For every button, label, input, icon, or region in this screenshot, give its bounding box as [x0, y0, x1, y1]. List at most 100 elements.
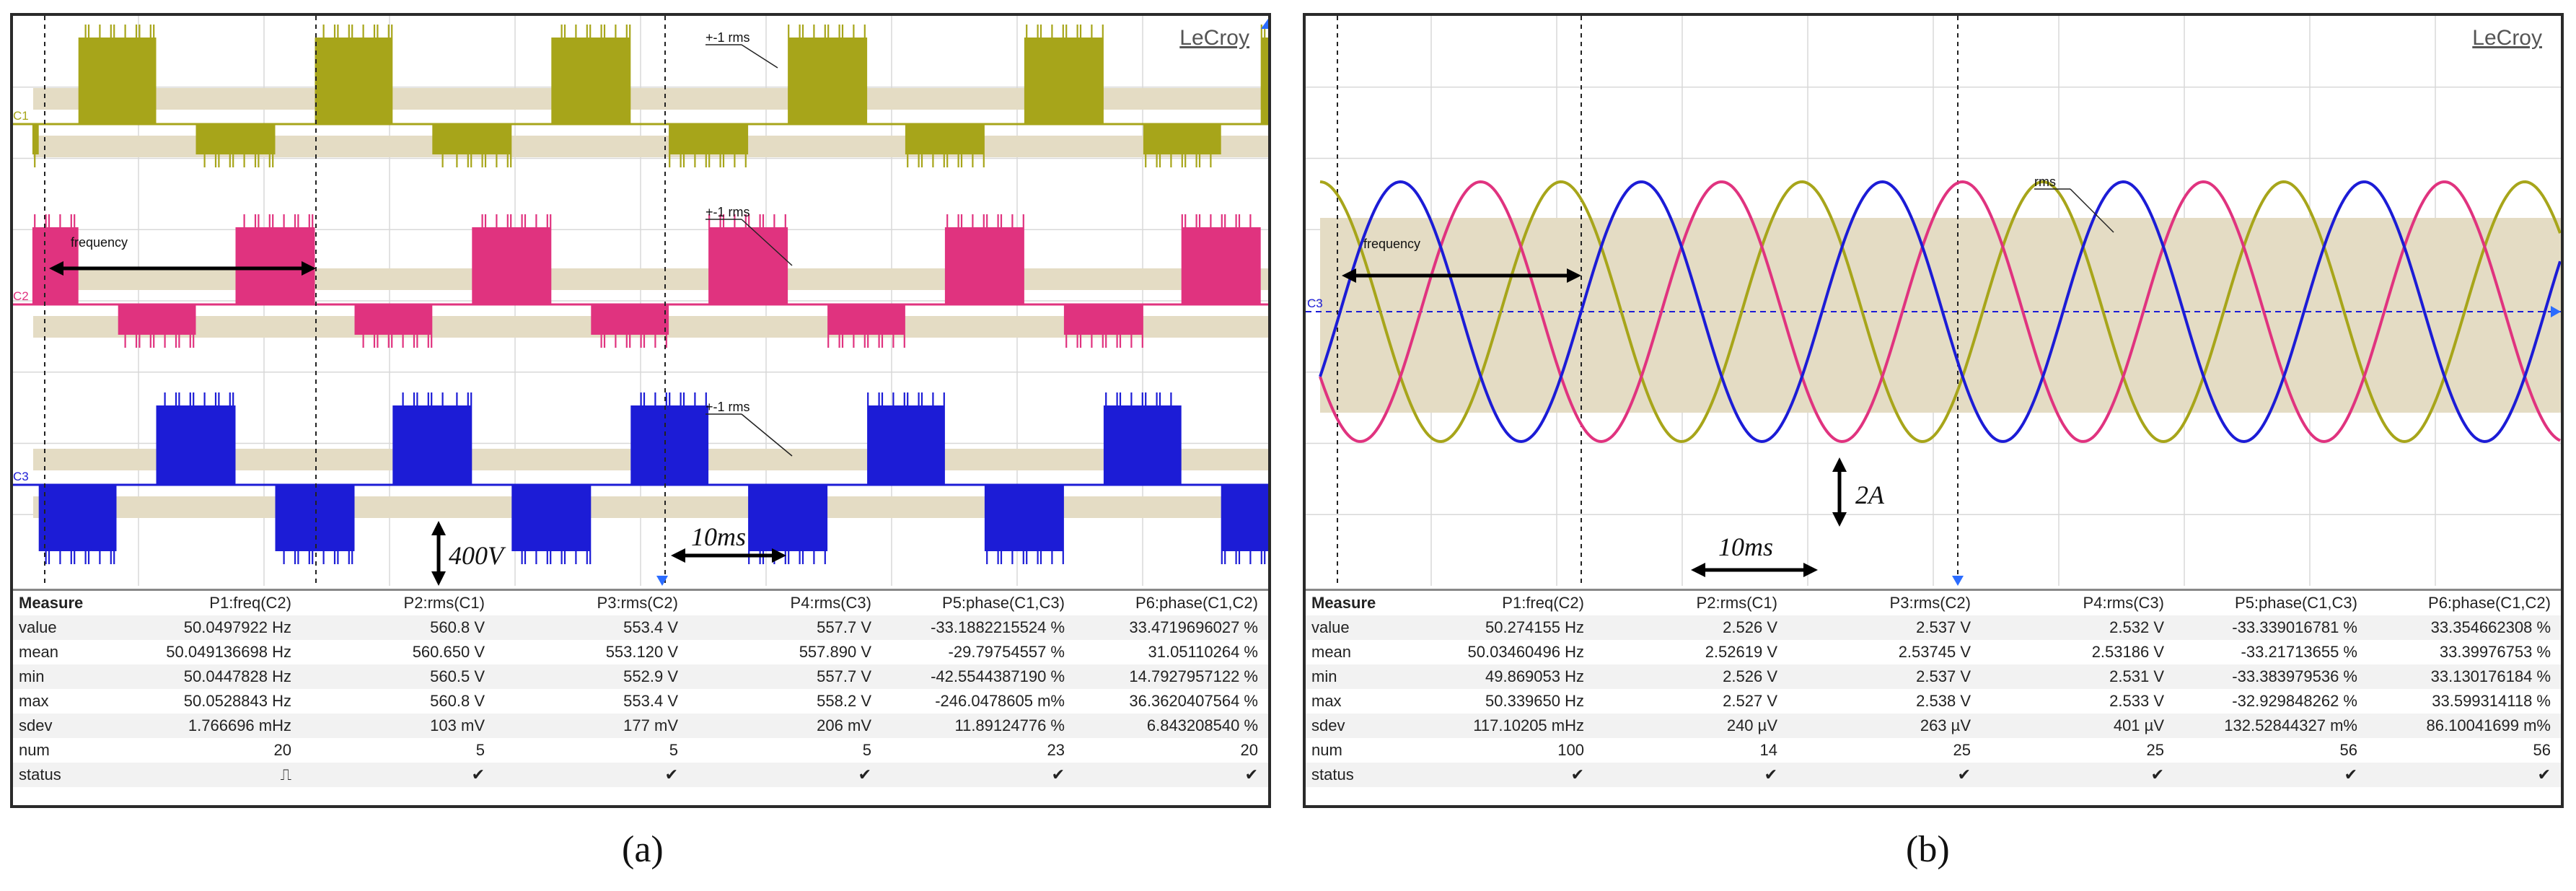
measure-cell: 50.274155 Hz — [1401, 615, 1594, 640]
rms-leader — [741, 44, 778, 69]
offset-marker — [1261, 19, 1268, 29]
rms-band — [1320, 218, 2561, 413]
rms-label: +-1 rms — [705, 30, 750, 45]
measure-row-mean: mean 50.03460496 Hz 2.52619 V 2.53745 V 2.53… — [1306, 640, 2561, 664]
frequency-label: frequency — [71, 235, 128, 250]
measure-cell: 25 — [1953, 741, 1971, 759]
measure-cell: 33.39976753 % — [2439, 643, 2551, 661]
time-scale-label: 10ms — [691, 522, 746, 551]
measure-cell: 2.526 V — [1594, 664, 1788, 689]
rms-band — [33, 496, 1268, 518]
measure-cell: 50.0497922 Hz — [108, 615, 302, 640]
measure-cell: 2.52619 V — [1705, 643, 1777, 661]
time-scale-arrow-head-right — [772, 548, 786, 563]
measure-cell: 33.599314118 % — [2432, 692, 2551, 710]
measure-cell: ✔ — [1788, 763, 1981, 787]
measure-row-num: num 20 5 5 5 23 20 — [13, 738, 1268, 763]
measure-cell: -42.5544387190 % — [882, 664, 1075, 689]
lecroy-logo: LeCroy — [1179, 26, 1249, 50]
measure-cell: 560.650 V — [412, 643, 485, 661]
measure-cell: -29.79754557 % — [948, 643, 1065, 661]
measure-row-label: min — [1306, 664, 1401, 689]
measure-row-value: value 50.0497922 Hz 560.8 V 553.4 V 557.7 V-… — [13, 615, 1268, 640]
scope-panel-b: C3 rms frequency 2A 10ms LeCroy Measure P1:fr… — [1303, 13, 2564, 808]
measure-column-header: P4:rms(C3) — [2083, 594, 2164, 612]
measure-cell: 560.5 V — [302, 664, 495, 689]
channel-label-c2: C2 — [13, 289, 29, 303]
measure-cell: 2.538 V — [1916, 692, 1971, 710]
lecroy-logo: LeCroy — [2472, 26, 2542, 50]
rms-label: +-1 rms — [705, 400, 750, 414]
waveform-c3 — [38, 392, 1268, 564]
measure-cell: 557.7 V — [688, 664, 882, 689]
rms-label: rms — [2034, 175, 2056, 189]
measure-cell: ✔ — [302, 763, 495, 787]
measure-cell: -246.0478605 m% — [935, 692, 1065, 710]
measure-row-max: max 50.0528843 Hz 560.8 V 553.4 V 558.2 V -24… — [13, 689, 1268, 714]
measure-column-header: P6:phase(C1,C2) — [1135, 594, 1258, 612]
measure-cell: 14 — [1759, 741, 1777, 759]
measure-cell: 50.0447828 Hz — [108, 664, 302, 689]
measure-column-header: P2:rms(C1) — [403, 594, 485, 612]
measure-row-label: max — [1311, 692, 1342, 710]
current-scale-label: 2A — [1855, 480, 1885, 509]
measure-cell: ✔ — [882, 763, 1075, 787]
measure-cell: 2.53186 V — [2091, 643, 2164, 661]
measure-cell: ✔ — [495, 763, 688, 787]
measure-cell: 50.03460496 Hz — [1467, 643, 1584, 661]
rms-leader — [741, 219, 793, 266]
frequency-arrow-head-left — [49, 261, 63, 276]
measure-cell: 25 — [2146, 741, 2164, 759]
measure-cell: 2.531 V — [1981, 664, 2174, 689]
measure-row-sdev: sdev 117.10205 mHz 240 µV 263 µV 401 µV 132.5… — [1306, 714, 2561, 738]
measure-cell: 553.120 V — [605, 643, 678, 661]
measure-cell: ✔ — [1594, 763, 1788, 787]
channel-label-c3: C3 — [13, 470, 29, 483]
channel-label-c3: C3 — [1307, 297, 1323, 310]
measure-cell: 50.0528843 Hz — [183, 692, 291, 710]
measure-row-status: status ⎍ ✔ ✔ ✔ ✔ ✔ — [13, 763, 1268, 787]
measure-cell: ✔ — [2174, 763, 2368, 787]
voltage-scale-arrow-head-down — [431, 571, 446, 586]
measure-cell: 2.533 V — [2109, 692, 2164, 710]
waveform-plot-a: C1 C2 C3 +-1 rms +-1 rms +-1 rms frequency 400V… — [13, 16, 1268, 586]
measure-row-max: max 50.339650 Hz 2.527 V 2.538 V 2.533 V -32.… — [1306, 689, 2561, 714]
measure-cell: 50.049136698 Hz — [166, 643, 291, 661]
measure-cell: ✔ — [1981, 763, 2174, 787]
measure-column-header: P5:phase(C1,C3) — [942, 594, 1065, 612]
measure-cell: 49.869053 Hz — [1401, 664, 1594, 689]
measure-cell: 263 µV — [1788, 714, 1981, 738]
measure-row-label: mean — [1311, 643, 1352, 661]
measure-column-header: P5:phase(C1,C3) — [2235, 594, 2357, 612]
measure-row-sdev: sdev 1.766696 mHz 103 mV 177 mV 206 mV 11.891… — [13, 714, 1268, 738]
time-scale-arrow-head-right — [1803, 563, 1818, 577]
measure-cell: 206 mV — [688, 714, 882, 738]
measure-cell: 86.10041699 m% — [2368, 714, 2561, 738]
measure-column-header: P3:rms(C2) — [597, 594, 678, 612]
measure-row-label: sdev — [13, 714, 108, 738]
measure-row-min: min 50.0447828 Hz 560.5 V 552.9 V 557.7 V -42… — [13, 664, 1268, 689]
rms-leader — [741, 413, 793, 457]
measure-cell: 50.339650 Hz — [1485, 692, 1584, 710]
measure-cell: -33.339016781 % — [2174, 615, 2368, 640]
waveform-c2 — [32, 214, 1261, 348]
measure-cell: ✔ — [2368, 763, 2561, 787]
scope-display-a: C1 C2 C3 +-1 rms +-1 rms +-1 rms frequency 400V… — [13, 16, 1268, 586]
measure-row-label: max — [19, 692, 49, 710]
measure-cell: 33.130176184 % — [2368, 664, 2561, 689]
measure-row-label: value — [13, 615, 108, 640]
measure-cell: 20 — [1240, 741, 1258, 759]
measure-cell: 560.8 V — [302, 615, 495, 640]
measure-cell: 2.537 V — [1788, 615, 1981, 640]
measure-cell: ⎍ — [108, 763, 302, 787]
measure-cell: 100 — [1557, 741, 1584, 759]
waveform-c1 — [1319, 180, 2561, 444]
measure-title: Measure — [1311, 594, 1376, 612]
measure-column-header: P1:freq(C2) — [1502, 594, 1584, 612]
measure-row-label: status — [13, 763, 108, 787]
measure-row-status: status ✔ ✔ ✔ ✔ ✔ ✔ — [1306, 763, 2561, 787]
measure-row-label: sdev — [1306, 714, 1401, 738]
measure-cell: 36.3620407564 % — [1129, 692, 1258, 710]
trigger-marker — [1952, 576, 1964, 586]
measure-row-label: num — [1311, 741, 1342, 759]
